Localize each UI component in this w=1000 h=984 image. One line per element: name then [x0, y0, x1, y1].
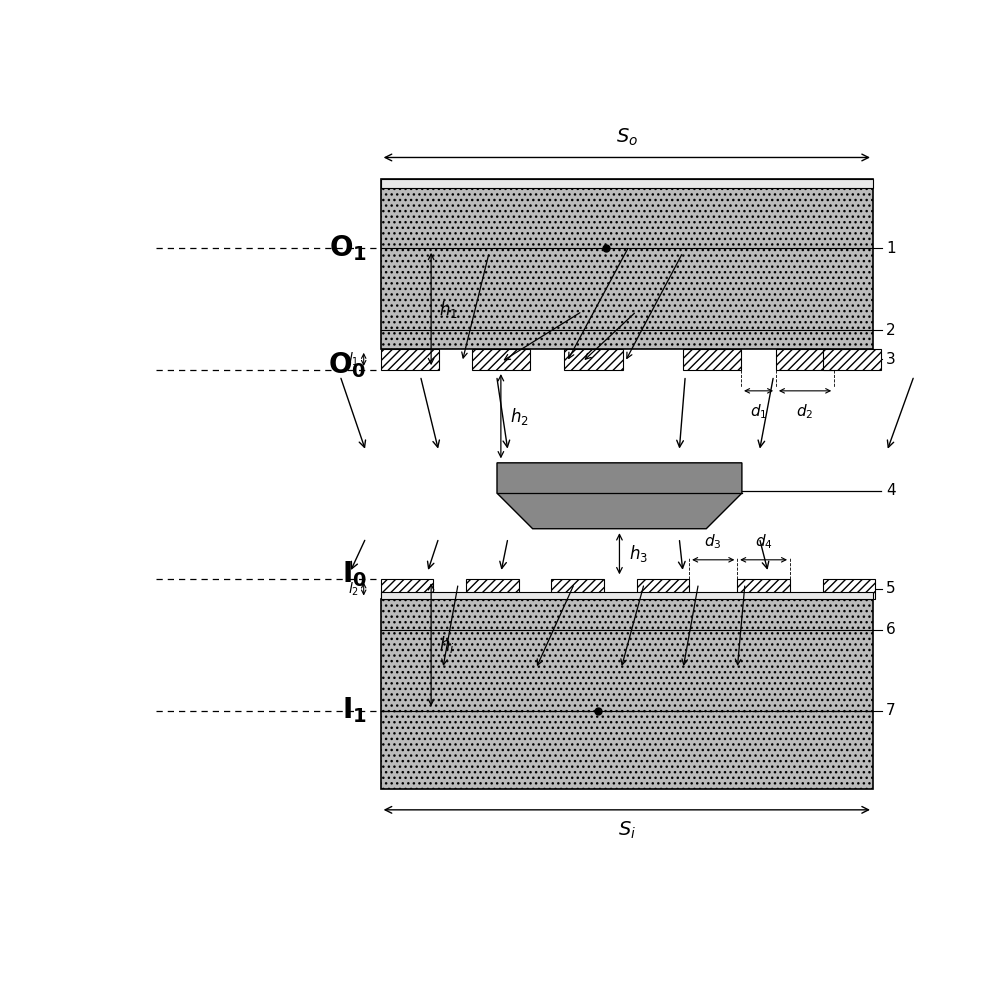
Text: $\mathbf{O_0}$: $\mathbf{O_0}$ — [328, 350, 367, 380]
Text: $d_3$: $d_3$ — [704, 532, 722, 551]
Bar — [564, 349, 623, 370]
Text: $l_2$: $l_2$ — [348, 581, 359, 597]
Bar — [822, 349, 881, 370]
Text: $h_1$: $h_1$ — [439, 298, 458, 320]
Bar — [381, 349, 439, 370]
Text: 4: 4 — [886, 483, 896, 498]
Bar — [737, 579, 790, 599]
Bar — [466, 579, 519, 599]
Text: $d_4$: $d_4$ — [755, 532, 772, 551]
Text: $\mathbf{O_1}$: $\mathbf{O_1}$ — [329, 233, 367, 264]
Text: 3: 3 — [886, 352, 896, 367]
Text: $S_o$: $S_o$ — [616, 126, 638, 148]
Text: $h_3$: $h_3$ — [629, 543, 648, 564]
Bar — [381, 179, 873, 349]
Text: 2: 2 — [886, 323, 896, 338]
Bar — [776, 349, 834, 370]
Text: $\mathbf{I_0}$: $\mathbf{I_0}$ — [342, 559, 367, 589]
Text: $h_i$: $h_i$ — [439, 634, 455, 655]
Text: $S_i$: $S_i$ — [618, 820, 636, 841]
Text: 7: 7 — [886, 704, 896, 718]
Bar — [381, 179, 873, 188]
Text: $d_1$: $d_1$ — [750, 402, 767, 421]
Bar — [551, 579, 604, 599]
Bar — [637, 579, 689, 599]
Text: $d_2$: $d_2$ — [796, 402, 814, 421]
Bar — [381, 591, 873, 599]
Bar — [822, 579, 875, 599]
Bar — [683, 349, 741, 370]
Bar — [381, 579, 433, 599]
Text: $\mathbf{I_1}$: $\mathbf{I_1}$ — [342, 696, 367, 725]
Bar — [381, 599, 873, 788]
Text: $l_1$: $l_1$ — [348, 350, 359, 368]
Bar — [472, 349, 530, 370]
Text: 6: 6 — [886, 622, 896, 637]
Text: $h_2$: $h_2$ — [510, 405, 529, 427]
Polygon shape — [497, 462, 742, 528]
Text: 5: 5 — [886, 582, 896, 596]
Text: 1: 1 — [886, 241, 896, 256]
